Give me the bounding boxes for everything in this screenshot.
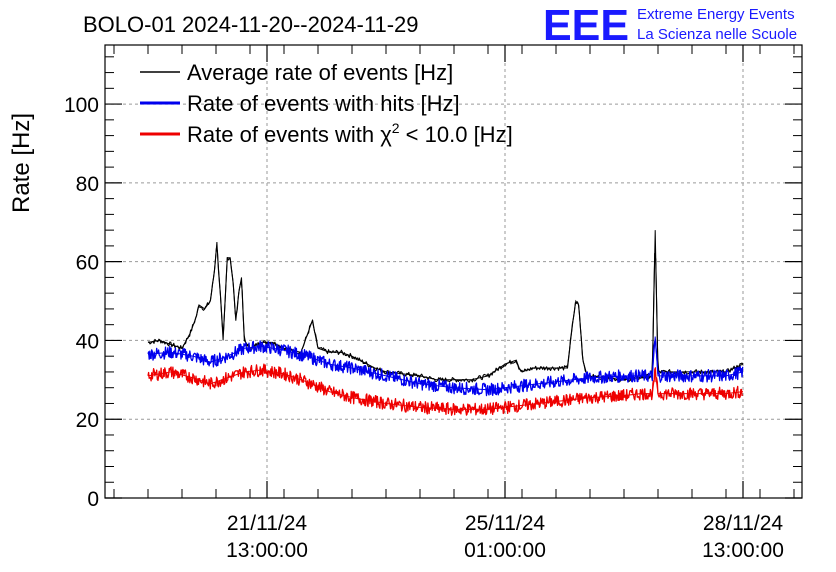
y-tick-label: 40	[76, 330, 99, 353]
chart-title: BOLO-01 2024-11-20--2024-11-29	[83, 12, 419, 37]
series-anchor-hits	[147, 336, 744, 391]
series-line-chi2	[147, 363, 744, 416]
x-tick-time: 13:00:00	[226, 539, 308, 562]
x-tick-date: 28/11/24	[703, 512, 784, 535]
x-tick-time: 01:00:00	[464, 539, 546, 562]
grid-layer	[105, 45, 802, 498]
y-tick-label: 80	[76, 173, 99, 196]
eee-logo-line1: Extreme Energy Events	[637, 6, 795, 23]
eee-logo-letters: EEE	[543, 1, 629, 50]
tick-layer: 0 20 40 60 80 100 21/11/24 13:00:00 25/11/24 01:0…	[64, 45, 802, 562]
y-tick-label: 100	[64, 94, 99, 117]
series-layer	[147, 230, 744, 416]
y-tick-label: 20	[76, 409, 99, 432]
x-tick-date: 25/11/24	[465, 512, 546, 535]
legend-label-average: Average rate of events [Hz]	[187, 60, 453, 85]
y-tick-label: 0	[87, 488, 99, 511]
legend-label-chi2: Rate of events with χ2 < 10.0 [Hz]	[187, 120, 513, 147]
y-axis-label: Rate [Hz]	[8, 113, 35, 213]
eee-logo-line2: La Scienza nelle Scuole	[637, 26, 797, 43]
eee-logo: EEE Extreme Energy Events La Scienza nel…	[543, 1, 797, 50]
x-tick-time: 13:00:00	[702, 539, 784, 562]
legend: Average rate of events [Hz] Rate of even…	[140, 60, 513, 147]
x-tick-date: 21/11/24	[227, 512, 308, 535]
legend-label-hits: Rate of events with hits [Hz]	[187, 91, 460, 116]
series-anchor-chi2	[147, 369, 744, 410]
series-anchor-average	[147, 230, 744, 381]
y-tick-label: 60	[76, 252, 99, 275]
